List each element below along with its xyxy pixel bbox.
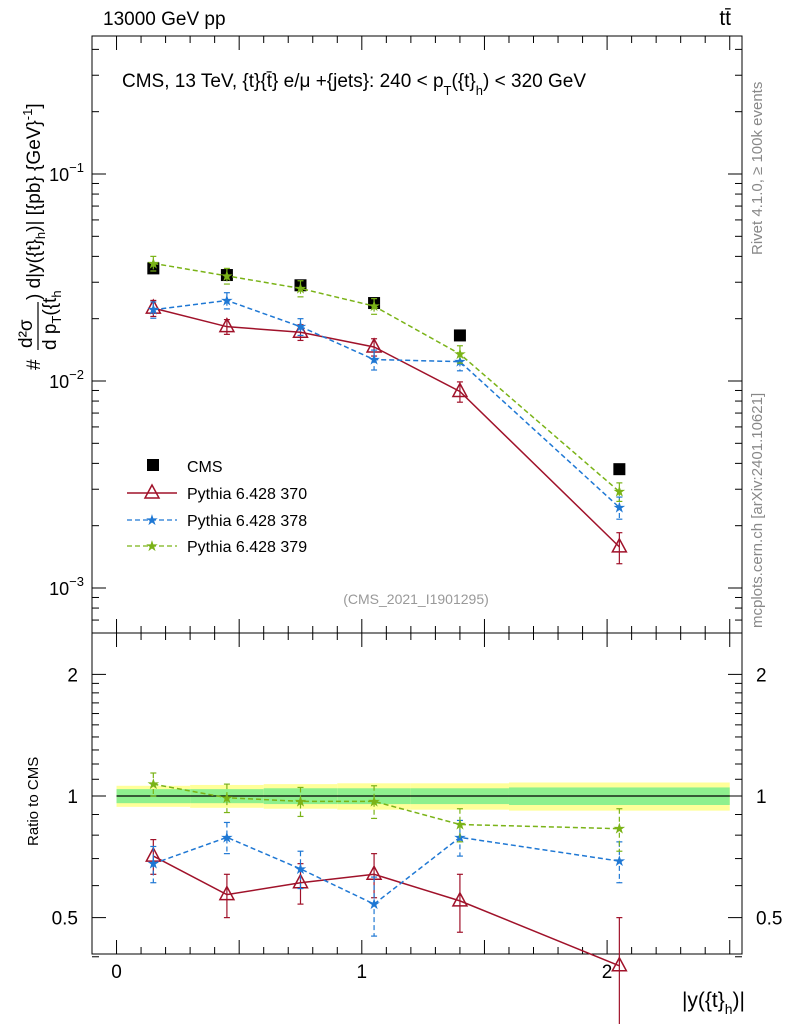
ratio-point-p379: ★ [367, 793, 380, 810]
legend-label-cms: CMS [187, 459, 223, 476]
series-line-p379 [153, 262, 620, 493]
mcplots-label: mcplots.cern.ch [arXiv:2401.10621] [749, 393, 766, 628]
legend-marker-378: ★ [145, 512, 158, 529]
ratio-point-p379: ★ [220, 790, 233, 807]
svg-text:#: # [24, 359, 45, 370]
x-tick-label: 0 [111, 962, 122, 983]
ratio-point-p378: ★ [294, 861, 307, 878]
svg-text:d pT({th: d pT({th [40, 290, 64, 350]
legend-label-378: Pythia 6.428 378 [187, 513, 307, 530]
main-y-tick-label: 10−3 [49, 574, 84, 599]
ratio-y-tick-label-left: 0.5 [52, 909, 78, 930]
data-point-cms [453, 329, 466, 342]
data-point-p370 [451, 381, 469, 398]
data-point-p370 [292, 322, 309, 338]
ratio-point-p379: ★ [613, 821, 626, 838]
x-axis-label: |y({t}h)| [682, 989, 745, 1017]
main-y-tick-label: 10−2 [49, 367, 84, 392]
data-point-p378: ★ [147, 302, 160, 319]
beam-label: 13000 GeV pp [103, 9, 226, 30]
ratio-y-tick-label-left: 2 [67, 665, 78, 686]
legend-label-370: Pythia 6.428 370 [187, 486, 307, 503]
ratio-line-p370 [152, 855, 620, 967]
series-line-p378 [153, 299, 620, 508]
ratio-point-p379: ★ [453, 817, 466, 834]
ratio-point-p370 [218, 885, 236, 901]
ratio-point-p378: ★ [613, 853, 626, 870]
data-point-p379: ★ [453, 346, 466, 363]
data-point-p378: ★ [294, 319, 307, 336]
data-point-p379: ★ [367, 298, 380, 315]
data-point-cms [220, 269, 233, 282]
ratio-point-p370 [611, 956, 628, 972]
ratio-point-p370 [451, 891, 469, 907]
ratio-line-p378 [153, 836, 620, 905]
ratio-line-p379 [153, 783, 620, 830]
legend: CMS Pythia 6.428 370 ★ Pythia 6.428 378 … [127, 459, 307, 556]
svg-text:) d|y({t}h)| [{pb} {GeV}-1]: ) d|y({t}h)| [{pb} {GeV}-1] [20, 103, 48, 300]
data-point-p379: ★ [613, 484, 626, 501]
legend-marker-cms [147, 459, 159, 471]
legend-marker-370 [143, 483, 161, 499]
data-point-p379: ★ [294, 280, 307, 297]
ratio-y-axis-label: Ratio to CMS [25, 757, 42, 846]
series-line-p370 [153, 307, 620, 548]
ratio-point-p379: ★ [294, 793, 307, 810]
data-point-p379: ★ [147, 255, 160, 272]
legend-marker-379: ★ [145, 538, 158, 555]
ratio-series: ★★★★★★★★ ★ ★★ ★ [145, 772, 628, 1024]
ratio-point-p378: ★ [220, 829, 233, 846]
rivet-label: Rivet 4.1.0, ≥ 100k events [749, 82, 766, 255]
x-tick-label: 2 [602, 962, 613, 983]
ratio-uncertainty-band [116, 782, 730, 811]
ratio-panel-frame [91, 632, 743, 955]
data-point-cms [613, 463, 626, 476]
ratio-point-p378: ★ [367, 896, 380, 913]
svg-text:d²σ: d²σ [16, 319, 37, 348]
x-tick-label: 1 [357, 962, 368, 983]
data-point-p378: ★ [613, 499, 626, 516]
analysis-id: (CMS_2021_I1901295) [343, 591, 489, 607]
data-point-p370 [611, 537, 628, 553]
ratio-y-tick-label-left: 1 [67, 787, 78, 808]
ratio-point-p378: ★ [147, 856, 160, 873]
plot-title: CMS, 13 TeV, {t}{t̄} e/μ +{jets}: 240 < … [122, 71, 586, 98]
data-point-p370 [218, 317, 236, 333]
data-point-p378: ★ [367, 352, 380, 369]
main-y-axis-label: # d²σ d pT({th ) d|y({t}h)| [{pb} {GeV}-… [16, 103, 64, 370]
main-axes: 10−1 10−2 10−3 [49, 36, 742, 633]
ratio-y-tick-label-right: 2 [756, 665, 767, 686]
main-series: ★★★★ ★★★★★★★★ [145, 255, 628, 565]
main-y-tick-label: 10−1 [49, 160, 84, 185]
legend-label-379: Pythia 6.428 379 [187, 539, 307, 556]
ratio-y-tick-label-right: 0.5 [756, 909, 782, 930]
ratio-axes: 0.5 0.5 1 1 2 2 0 1 2 [52, 633, 782, 983]
ratio-y-tick-label-right: 1 [756, 787, 767, 808]
process-label: tt̄ [719, 7, 731, 30]
ratio-point-p379: ★ [147, 776, 160, 793]
data-point-p378: ★ [220, 292, 233, 309]
ratio-point-p370 [145, 846, 162, 862]
data-point-p379: ★ [220, 268, 233, 285]
ratio-point-p378: ★ [453, 829, 466, 846]
